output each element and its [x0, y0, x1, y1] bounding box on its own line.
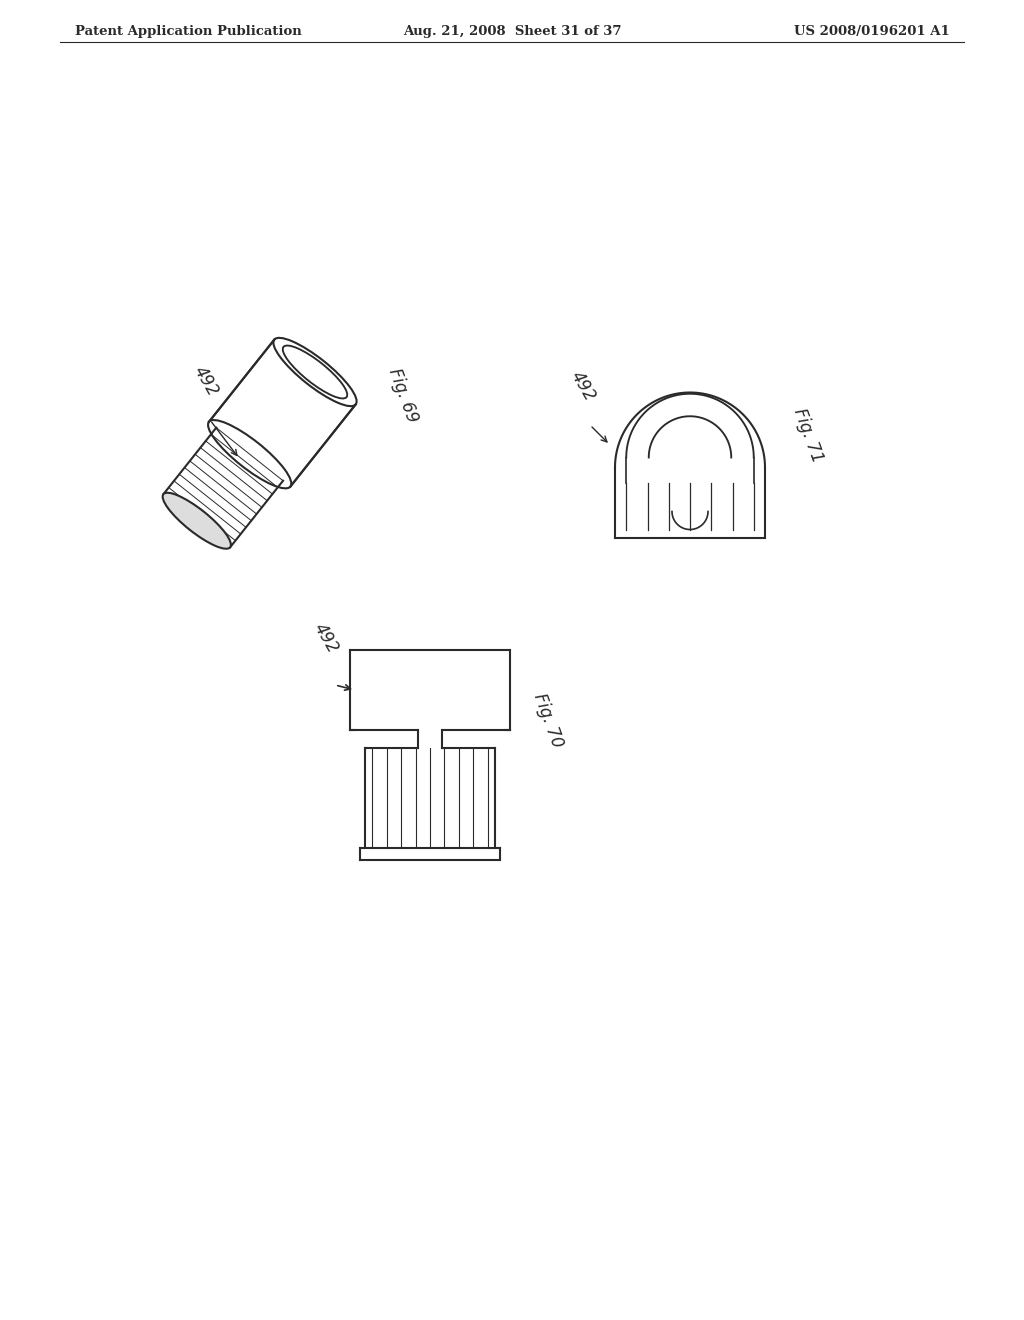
Text: US 2008/0196201 A1: US 2008/0196201 A1 [795, 25, 950, 38]
Text: 492: 492 [567, 368, 598, 405]
Text: Fig. 69: Fig. 69 [385, 366, 421, 425]
Text: 492: 492 [310, 620, 342, 657]
Text: Patent Application Publication: Patent Application Publication [75, 25, 302, 38]
Polygon shape [209, 339, 355, 487]
Ellipse shape [163, 492, 230, 549]
Text: 492: 492 [190, 363, 221, 400]
Text: Fig. 70: Fig. 70 [530, 690, 566, 750]
Ellipse shape [208, 420, 291, 488]
Text: Aug. 21, 2008  Sheet 31 of 37: Aug. 21, 2008 Sheet 31 of 37 [402, 25, 622, 38]
Text: Fig. 71: Fig. 71 [790, 405, 826, 465]
